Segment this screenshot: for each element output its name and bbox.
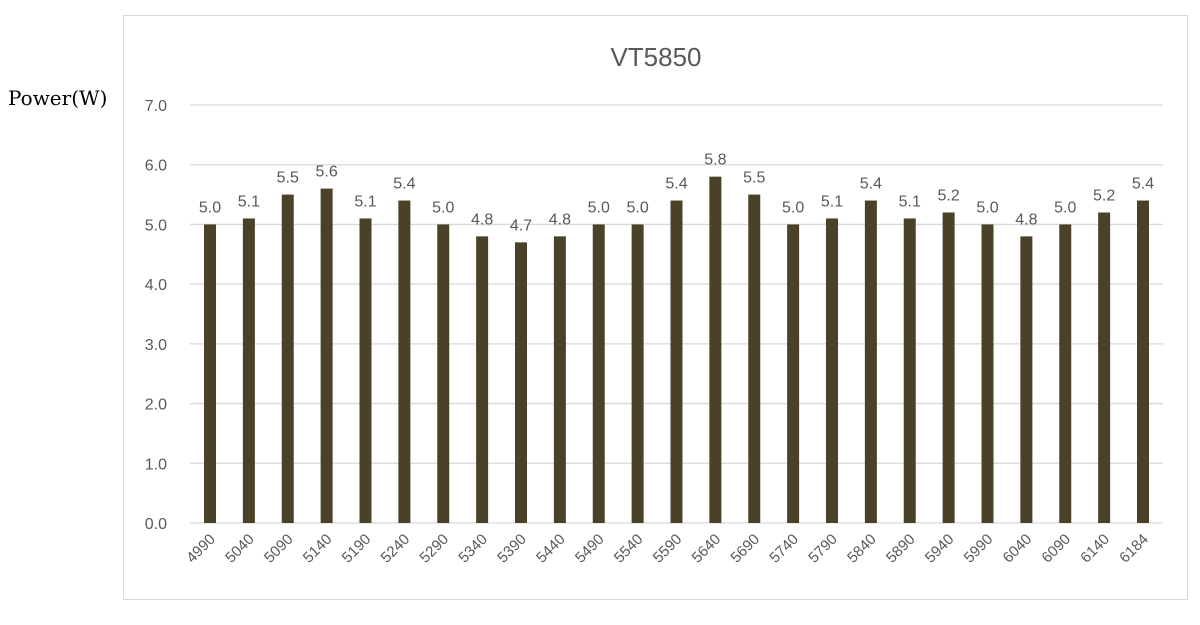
data-label: 5.5 — [743, 170, 765, 187]
data-label: 4.7 — [510, 217, 532, 234]
bar — [1059, 224, 1072, 523]
data-label: 5.4 — [860, 176, 882, 193]
data-label: 4.8 — [1015, 211, 1037, 228]
y-tick-label: 1.0 — [145, 456, 167, 473]
bar — [553, 236, 566, 523]
x-tick-label: 5090 — [261, 531, 297, 567]
y-tick-label: 0.0 — [145, 516, 167, 533]
bar — [631, 224, 644, 523]
bar — [864, 200, 877, 524]
bar — [670, 200, 683, 524]
x-tick-label: 5690 — [727, 531, 763, 567]
data-label: 5.1 — [238, 193, 260, 210]
y-tick-label: 2.0 — [145, 397, 167, 414]
bar — [942, 212, 955, 523]
y-tick-label: 6.0 — [145, 158, 167, 175]
bar — [1020, 236, 1033, 523]
data-label: 5.0 — [627, 199, 649, 216]
x-tick-label: 6090 — [1038, 531, 1074, 567]
data-label: 5.0 — [976, 199, 998, 216]
bar — [398, 200, 411, 524]
x-tick-label: 5890 — [883, 531, 919, 567]
x-tick-label: 5390 — [494, 531, 530, 567]
bar — [592, 224, 605, 523]
data-label: 5.0 — [1054, 199, 1076, 216]
data-label: 4.8 — [471, 211, 493, 228]
data-label: 5.1 — [821, 193, 843, 210]
data-label: 5.8 — [704, 152, 726, 169]
bar — [903, 218, 916, 523]
x-tick-label: 5490 — [572, 531, 608, 567]
data-label: 5.2 — [1093, 187, 1115, 204]
data-label: 5.1 — [354, 193, 376, 210]
x-tick-label: 5190 — [339, 531, 375, 567]
x-tick-label: 5590 — [650, 531, 686, 567]
x-tick-label: 5640 — [689, 531, 725, 567]
bar — [787, 224, 800, 523]
bar — [281, 194, 294, 524]
chart-frame — [123, 15, 1188, 600]
y-tick-label: 3.0 — [145, 337, 167, 354]
x-tick-label: 5340 — [455, 531, 491, 567]
x-tick-label: 5840 — [844, 531, 880, 567]
bar — [709, 176, 722, 523]
bar — [981, 224, 994, 523]
data-label: 5.1 — [899, 193, 921, 210]
x-tick-label: 4990 — [183, 531, 219, 567]
data-label: 5.2 — [938, 187, 960, 204]
bar — [476, 236, 489, 523]
bar — [748, 194, 761, 524]
data-label: 5.5 — [277, 170, 299, 187]
data-label: 5.0 — [199, 199, 221, 216]
x-tick-label: 5940 — [922, 531, 958, 567]
x-tick-label: 5740 — [766, 531, 802, 567]
x-tick-label: 5990 — [961, 531, 997, 567]
y-tick-label: 7.0 — [145, 98, 167, 115]
bar — [242, 218, 255, 523]
bar — [359, 218, 372, 523]
x-tick-label: 5140 — [300, 531, 336, 567]
bar — [437, 224, 450, 523]
y-tick-label: 4.0 — [145, 277, 167, 294]
x-tick-label: 5240 — [378, 531, 414, 567]
chart-title: VT5850 — [610, 42, 701, 72]
x-tick-label: 6140 — [1077, 531, 1113, 567]
data-label: 5.0 — [782, 199, 804, 216]
x-tick-label: 5290 — [416, 531, 452, 567]
x-tick-label: 5790 — [805, 531, 841, 567]
y-axis-label: Power(W) — [8, 86, 108, 110]
data-label: 5.6 — [316, 164, 338, 181]
bar — [1137, 200, 1149, 524]
bar — [826, 218, 838, 523]
data-label: 4.8 — [549, 211, 571, 228]
data-label: 5.0 — [588, 199, 610, 216]
y-tick-label: 5.0 — [145, 217, 167, 234]
bar — [204, 224, 216, 523]
x-tick-label: 6184 — [1116, 531, 1152, 567]
x-tick-label: 6040 — [1000, 531, 1036, 567]
data-label: 5.4 — [1132, 176, 1154, 193]
x-tick-label: 5040 — [222, 531, 258, 567]
bar — [515, 242, 527, 524]
x-tick-label: 5440 — [533, 531, 569, 567]
bar — [320, 188, 333, 523]
bar — [1098, 212, 1111, 523]
data-label: 5.0 — [432, 199, 454, 216]
data-label: 5.4 — [665, 176, 687, 193]
x-tick-label: 5540 — [611, 531, 647, 567]
data-label: 5.4 — [393, 176, 415, 193]
